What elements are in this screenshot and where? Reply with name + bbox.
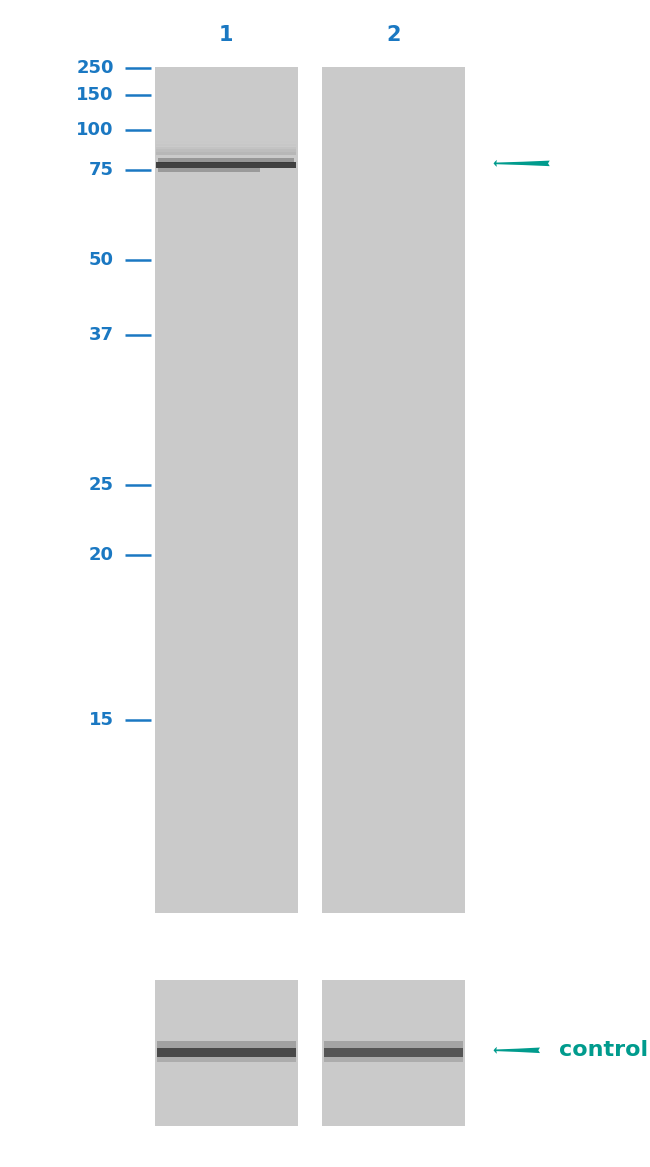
Text: 2: 2 bbox=[386, 25, 400, 46]
Bar bbox=[156, 147, 296, 149]
Text: 37: 37 bbox=[89, 326, 114, 344]
Bar bbox=[157, 1048, 296, 1057]
Text: 150: 150 bbox=[76, 86, 114, 104]
Bar bbox=[156, 162, 296, 168]
Bar bbox=[156, 141, 296, 144]
Bar bbox=[324, 1041, 463, 1048]
Bar bbox=[155, 980, 298, 1126]
Bar bbox=[155, 67, 298, 913]
Text: 75: 75 bbox=[89, 161, 114, 179]
Text: 250: 250 bbox=[76, 60, 114, 77]
Text: 20: 20 bbox=[89, 546, 114, 564]
Text: 15: 15 bbox=[89, 711, 114, 728]
Text: 100: 100 bbox=[76, 121, 114, 139]
Bar bbox=[324, 1057, 463, 1062]
Bar bbox=[322, 67, 465, 913]
Bar bbox=[156, 149, 296, 152]
Bar bbox=[157, 1041, 296, 1048]
Bar bbox=[322, 980, 465, 1126]
Bar bbox=[156, 144, 296, 146]
Bar bbox=[158, 158, 294, 163]
Bar bbox=[324, 1048, 463, 1057]
Bar bbox=[157, 1057, 296, 1062]
Text: 50: 50 bbox=[89, 251, 114, 270]
Bar bbox=[158, 168, 260, 173]
Text: 25: 25 bbox=[89, 476, 114, 494]
Bar bbox=[298, 980, 322, 1126]
Text: control: control bbox=[559, 1040, 648, 1061]
Bar bbox=[298, 67, 322, 913]
Bar bbox=[156, 152, 296, 154]
Text: 1: 1 bbox=[219, 25, 233, 46]
